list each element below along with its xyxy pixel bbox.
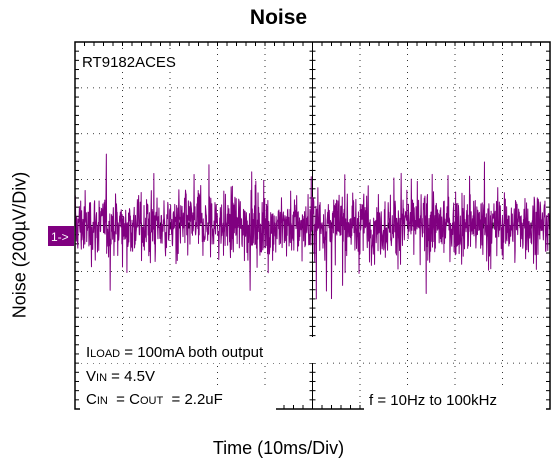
x-axis-label: Time (10ms/Div) — [212, 438, 345, 458]
annotation-bandwidth: f = 10Hz to 100kHz — [369, 392, 497, 409]
annotation-bg-vin — [80, 364, 186, 388]
noise-trace-line — [74, 153, 551, 300]
annotation-bg-cin — [80, 388, 276, 410]
annotation-bg-device — [79, 50, 207, 72]
annotation-cin-cout: CIN = COUT = 2.2uF — [86, 391, 223, 408]
chart-title: Noise — [249, 6, 308, 29]
channel-marker-box — [48, 226, 74, 246]
annotation-bg-iload — [80, 337, 324, 363]
channel-marker: 1-> — [51, 230, 69, 244]
annotation-iload: ILOAD = 100mA both output — [86, 344, 264, 361]
annotation-bg-bandwidth — [364, 388, 546, 410]
plot-frame — [74, 41, 551, 410]
y-axis-label: Noise (200µV/Div) — [9, 171, 30, 319]
noise-trace — [74, 153, 551, 300]
device-label: RT9182ACES — [82, 54, 176, 71]
annotation-vin: VIN = 4.5V — [86, 368, 155, 385]
